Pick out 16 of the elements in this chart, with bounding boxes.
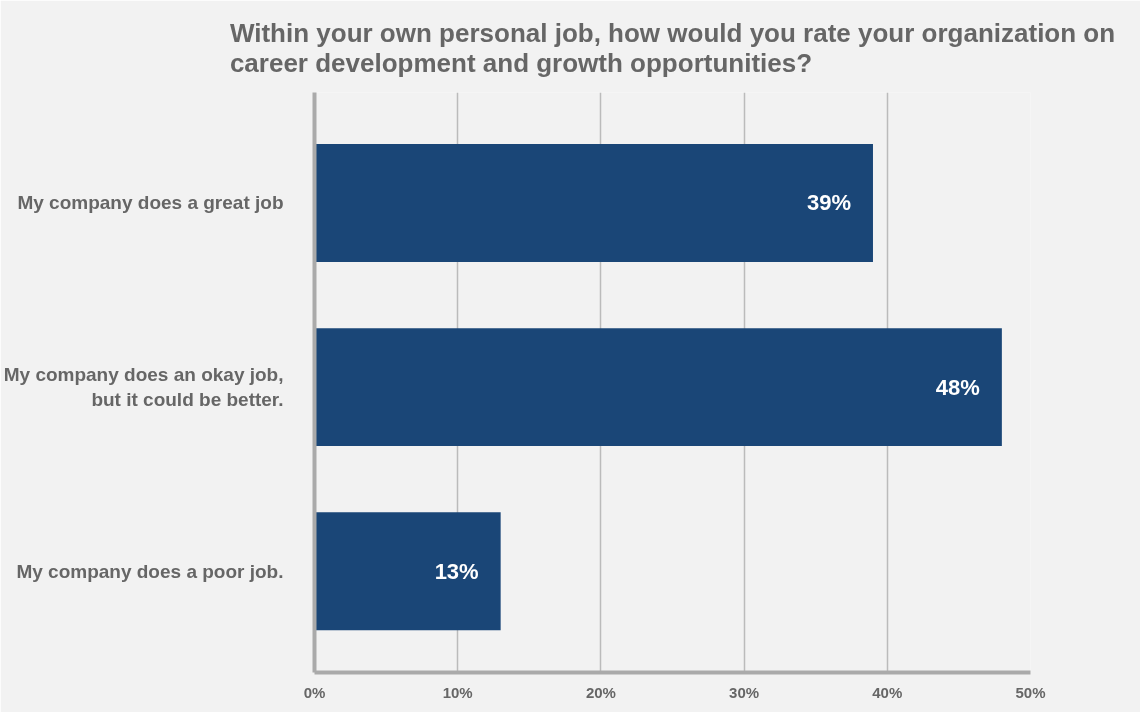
bar xyxy=(314,144,873,262)
bar xyxy=(314,328,1002,447)
x-tick-label: 50% xyxy=(1015,683,1046,701)
data-label: 48% xyxy=(935,374,980,400)
y-tick-label: My company does a great job xyxy=(17,192,284,214)
x-tick-label: 20% xyxy=(585,683,616,701)
x-tick-label: 0% xyxy=(303,683,326,701)
y-tick-label: My company does a poor job. xyxy=(16,560,284,582)
x-tick-label: 30% xyxy=(729,683,760,701)
data-label: 13% xyxy=(434,558,479,584)
data-label: 39% xyxy=(806,190,851,216)
chart-title: Within your own personal job, how would you rate your organization on career development and growth opportunities? xyxy=(229,17,1116,78)
y-tick-label: My company does an okay job, but it could be better. xyxy=(3,364,284,411)
x-tick-label: 10% xyxy=(442,683,473,701)
x-tick-label: 40% xyxy=(872,683,903,701)
bar xyxy=(314,512,501,631)
